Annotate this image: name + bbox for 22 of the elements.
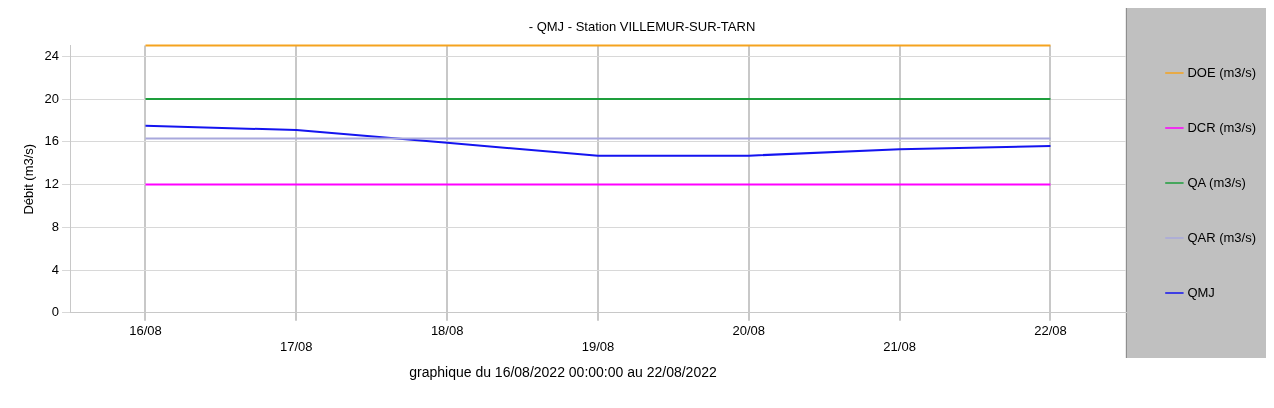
legend-label: QMJ	[1187, 284, 1215, 300]
legend-label: QAR (m3/s)	[1187, 229, 1257, 245]
legend-label: QA (m3/s)	[1187, 174, 1246, 190]
y-tick-label: 12	[44, 176, 60, 192]
x-tick-label: 22/08	[1034, 323, 1067, 339]
x-tick-label: 21/08	[883, 338, 916, 354]
x-tick-label: 18/08	[430, 323, 464, 339]
y-tick-label: 20	[44, 90, 60, 106]
y-axis-title: Débit (m3/s)	[21, 143, 37, 215]
x-tick-label: 16/08	[129, 323, 162, 339]
y-tick-label: 8	[51, 218, 60, 234]
legend-label: DOE (m3/s)	[1187, 64, 1257, 80]
chart-title: - QMJ - Station VILLEMUR-SUR-TARN	[528, 19, 756, 35]
legend-label: DCR (m3/s)	[1187, 119, 1256, 135]
y-tick-label: 24	[44, 47, 60, 63]
x-tick-label: 17/08	[280, 338, 313, 354]
x-tick-label: 20/08	[732, 323, 766, 339]
text: graphique du 16/08/2022 00:00:00 au 22/08/2022	[408, 364, 718, 380]
x-tick-label: 19/08	[581, 338, 615, 354]
y-tick-label: 4	[51, 261, 60, 277]
y-tick-label: 16	[44, 133, 60, 149]
y-tick-label: 0	[51, 304, 60, 320]
